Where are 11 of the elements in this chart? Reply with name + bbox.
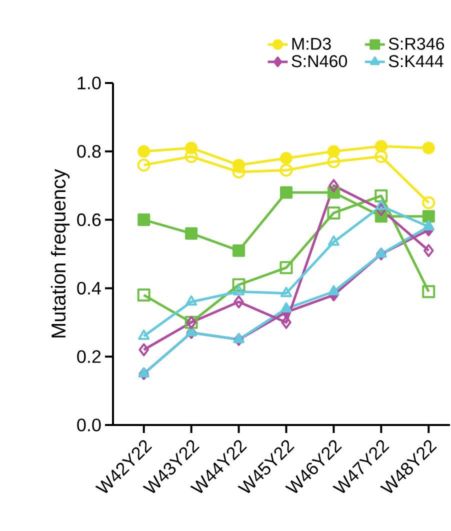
legend-label: S:K444 (388, 55, 444, 68)
legend-label: S:N460 (292, 55, 348, 68)
y-tick-label: 0.4 (77, 282, 101, 295)
legend-label: S:R346 (388, 38, 444, 50)
y-tick-label: 0.6 (77, 213, 101, 226)
y-tick-label: 0.2 (77, 350, 101, 363)
y-axis-title: Mutation frequency (50, 169, 70, 338)
y-tick-label: 1.0 (78, 76, 101, 90)
y-tick-label: 0.8 (77, 145, 101, 158)
y-tick-label: 0.0 (77, 418, 101, 432)
legend-label: M:D3 (292, 38, 331, 50)
